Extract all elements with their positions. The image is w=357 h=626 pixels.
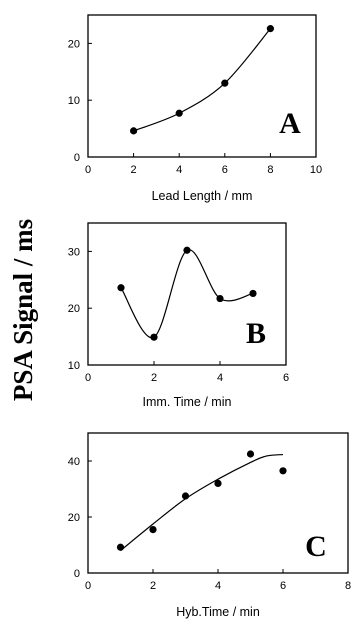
- panel-c-x-tick-label: 2: [150, 580, 156, 592]
- panel-b-data-point: [117, 284, 125, 292]
- panel-c-data-point: [214, 479, 222, 487]
- panel-b-data-point: [183, 246, 191, 254]
- panel-b-x-tick-label: 6: [283, 372, 289, 384]
- panel-a-x-tick-label: 10: [310, 164, 322, 176]
- panel-a-frame: [87, 14, 317, 158]
- panel-c-data-point: [246, 450, 255, 458]
- panel-b-data-point: [249, 289, 257, 298]
- panel-a-data-point: [130, 127, 138, 135]
- panel-b-x-tick-label: 2: [151, 372, 157, 384]
- panel-a-data-point: [175, 109, 183, 117]
- panel-c-y-tick-label: 0: [74, 568, 80, 580]
- panel-c-label: C: [305, 530, 327, 563]
- panel-c-data-point: [116, 543, 125, 551]
- panel-c-y-tick-label: 20: [68, 512, 80, 524]
- panel-c-y-tick-label: 40: [68, 456, 80, 468]
- panel-b-y-tick-label: 10: [68, 360, 80, 372]
- panel-a-x-tick-label: 8: [267, 164, 273, 176]
- panel-c-data-point: [279, 467, 287, 475]
- y-axis-label: PSA Signal / ms: [8, 219, 38, 401]
- panel-c-x-tick-label: 0: [85, 580, 91, 592]
- panel-b-frame: [87, 222, 287, 366]
- panel-a-x-tick-label: 6: [222, 164, 228, 176]
- panel-a-x-tick-label: 4: [176, 164, 182, 176]
- panel-a-data-point: [266, 25, 274, 33]
- panel-b-x-axis-label: Imm. Time / min: [143, 395, 232, 409]
- panel-a-x-tick-label: 2: [131, 164, 137, 176]
- panel-b-x-tick-label: 4: [217, 372, 223, 384]
- panel-b-curve: [120, 249, 254, 338]
- panel-c-x-tick-label: 6: [280, 580, 286, 592]
- panel-b-x-tick-label: 0: [85, 372, 91, 384]
- panel-a-data-point: [221, 79, 229, 87]
- panel-b-label: B: [246, 317, 266, 350]
- panel-c-x-tick-label: 8: [345, 580, 351, 592]
- panel-c: 0 2 4 6 8 0 20 40 C Hyb.Time / min: [68, 432, 351, 619]
- panel-a-y-tick-label: 0: [74, 152, 80, 164]
- panel-b-data-point: [150, 333, 158, 341]
- panel-a: 0 2 4 6 8 10 0 10 20 A Lead Length / mm: [68, 14, 322, 203]
- panel-a-label: A: [279, 107, 301, 140]
- panel-a-curve: [133, 28, 271, 132]
- panel-c-x-tick-label: 4: [215, 580, 221, 592]
- panel-a-x-tick-label: 0: [85, 164, 91, 176]
- panel-c-data-point: [181, 492, 190, 500]
- panel-b-data-point: [216, 294, 224, 303]
- panel-c-x-axis-label: Hyb.Time / min: [176, 605, 260, 619]
- panel-c-curve: [120, 453, 284, 552]
- panel-a-y-tick-label: 20: [68, 38, 80, 50]
- panel-a-y-tick-label: 10: [68, 95, 80, 107]
- panel-c-data-point: [149, 526, 157, 534]
- panel-b-y-tick-label: 30: [68, 246, 80, 258]
- panel-a-x-axis-label: Lead Length / mm: [152, 189, 253, 203]
- panel-b: 0 2 4 6 10 20 30 B Imm. Time / min: [68, 222, 289, 409]
- panel-b-y-tick-label: 20: [68, 303, 80, 315]
